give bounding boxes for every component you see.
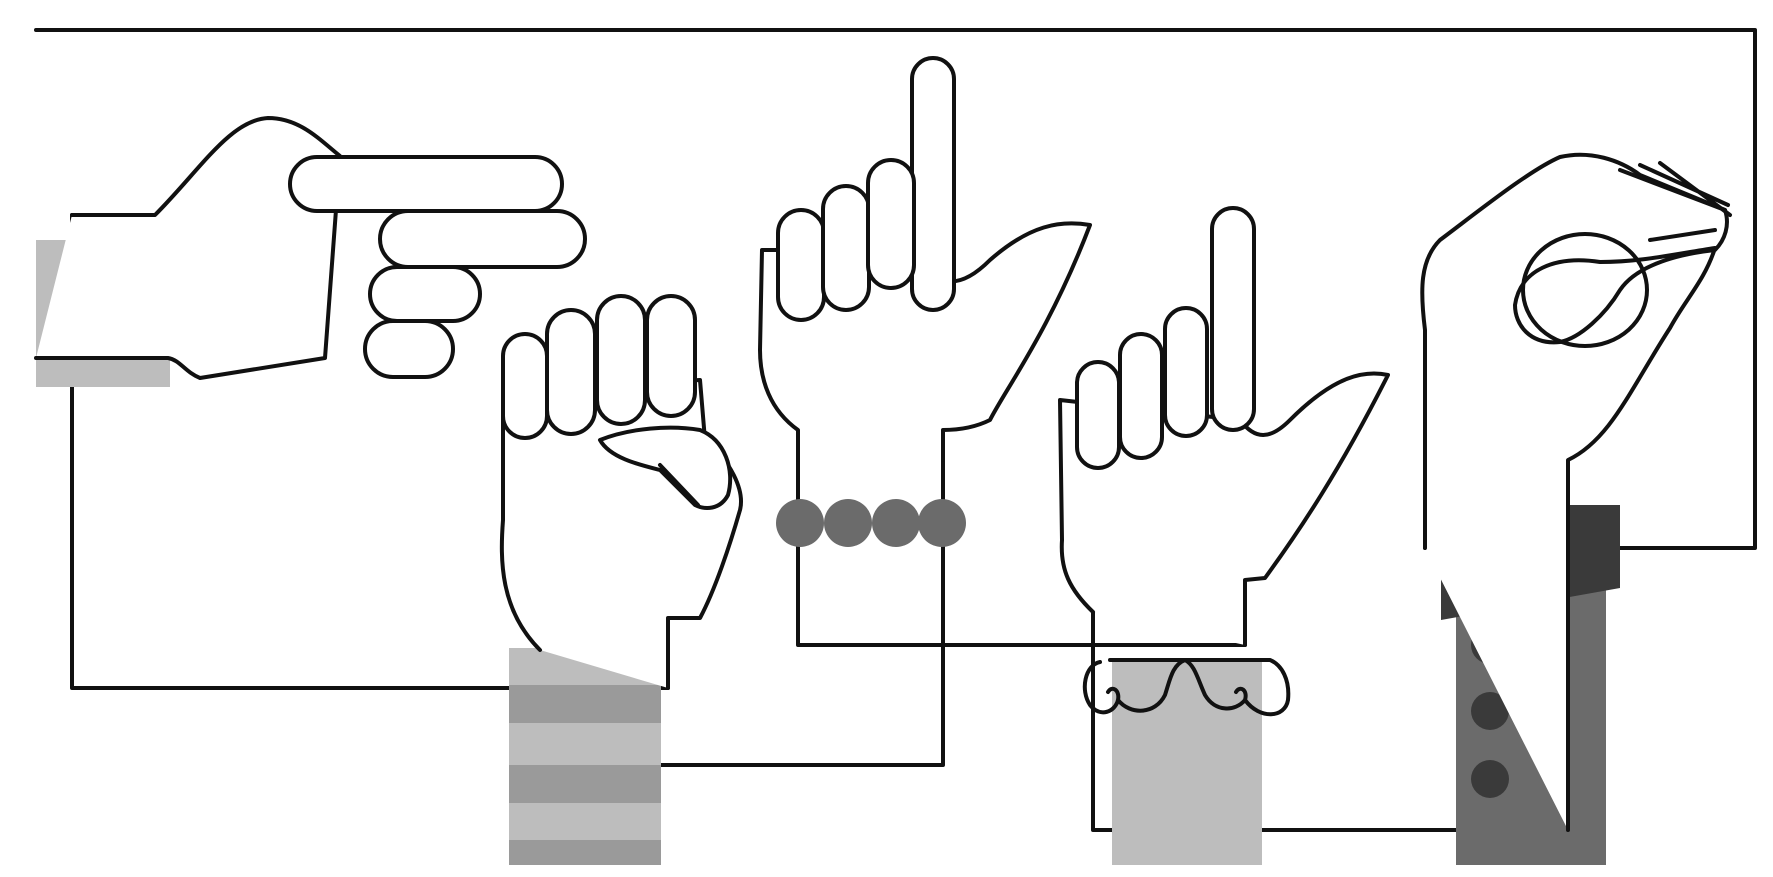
fist-finger-3 <box>595 294 647 426</box>
stripe <box>509 685 661 723</box>
stripe <box>509 840 661 865</box>
sleeve-button <box>1471 760 1509 798</box>
l-index-finger <box>910 56 956 312</box>
l-finger-2 <box>821 184 871 312</box>
fist-finger-2 <box>545 308 597 436</box>
bead-bracelet <box>776 499 966 547</box>
bead <box>872 499 920 547</box>
ruffle-edge <box>1082 658 1291 717</box>
hand-o-shape <box>1420 152 1732 865</box>
finger-index-sideways <box>288 155 564 213</box>
finger-middle-sideways <box>378 209 587 269</box>
palm-sideways <box>34 116 342 380</box>
hand-pointing-sideways <box>34 116 587 387</box>
o-shape-opening <box>1521 232 1649 348</box>
bead <box>776 499 824 547</box>
striped-cuff-light <box>509 648 661 865</box>
sleeve-button <box>1471 692 1509 730</box>
hand-l-shape-left <box>758 56 1092 547</box>
l-finger-1 <box>776 208 826 322</box>
hand-fist <box>499 294 743 865</box>
o-fingertips <box>1618 161 1732 242</box>
o-palm <box>1420 152 1729 832</box>
bead <box>918 499 966 547</box>
l-right-finger-1 <box>1075 360 1121 470</box>
ruffle-cuff <box>1112 660 1262 865</box>
fist-finger-1 <box>501 332 549 440</box>
l-right-finger-2 <box>1118 332 1164 460</box>
l-index-finger-right <box>1210 206 1256 432</box>
finger-pinky-sideways <box>363 319 455 379</box>
finger-ring-sideways <box>368 265 482 323</box>
stripe <box>509 765 661 803</box>
l-finger-3 <box>866 158 916 290</box>
l-right-finger-3 <box>1163 306 1209 438</box>
fist-finger-4 <box>645 294 697 418</box>
thumb-crease <box>658 463 700 507</box>
hand-l-shape-right <box>1058 206 1390 865</box>
bead <box>824 499 872 547</box>
